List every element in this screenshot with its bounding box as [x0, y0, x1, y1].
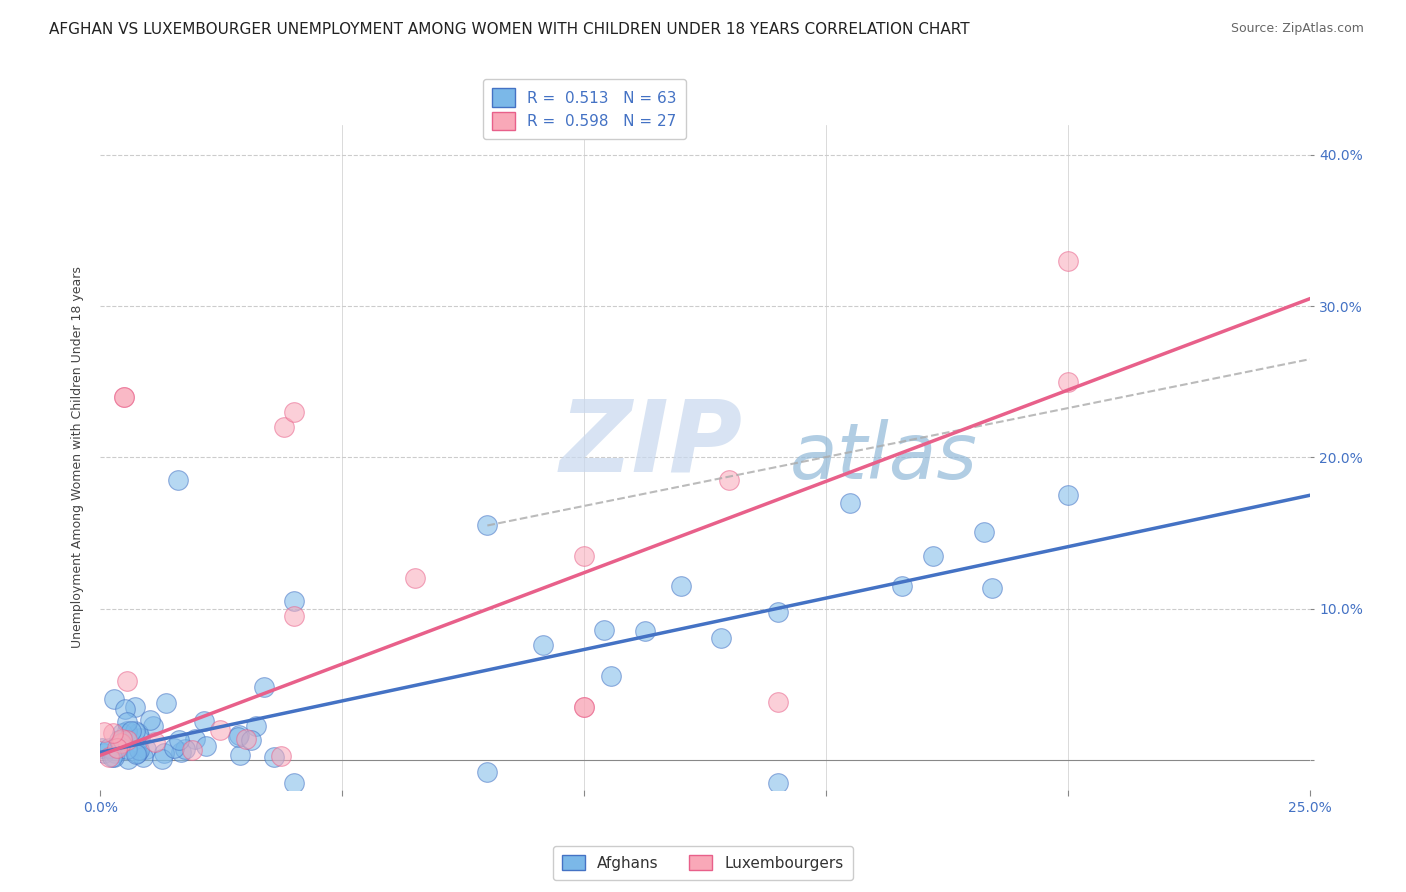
Legend: R =  0.513   N = 63, R =  0.598   N = 27: R = 0.513 N = 63, R = 0.598 N = 27	[482, 79, 686, 139]
Point	[100, 750, 122, 764]
Point	[1057, 488, 1080, 502]
Point	[108, 732, 131, 747]
Point	[111, 725, 134, 739]
Point	[152, 752, 174, 766]
Point	[477, 518, 499, 533]
Point	[135, 741, 157, 756]
Point	[112, 390, 135, 404]
Point	[120, 723, 142, 738]
Point	[766, 775, 789, 789]
Point	[115, 724, 138, 739]
Point	[634, 624, 657, 638]
Point	[104, 746, 127, 760]
Point	[129, 731, 152, 746]
Point	[111, 731, 134, 746]
Point	[170, 745, 193, 759]
Point	[245, 719, 267, 733]
Point	[108, 737, 131, 751]
Point	[110, 736, 132, 750]
Point	[839, 496, 862, 510]
Point	[263, 750, 285, 764]
Point	[105, 740, 128, 755]
Point	[572, 700, 595, 714]
Point	[143, 735, 166, 749]
Point	[208, 723, 231, 737]
Point	[477, 764, 499, 779]
Point	[239, 733, 262, 747]
Point	[766, 605, 789, 619]
Point	[404, 571, 426, 585]
Point	[103, 749, 125, 764]
Point	[766, 695, 789, 709]
Point	[273, 420, 295, 434]
Point	[229, 747, 252, 762]
Point	[103, 726, 125, 740]
Point	[125, 747, 148, 761]
Point	[132, 750, 155, 764]
Point	[115, 733, 138, 747]
Point	[93, 746, 115, 760]
Point	[167, 733, 190, 747]
Point	[600, 669, 623, 683]
Point	[114, 702, 136, 716]
Point	[166, 473, 188, 487]
Point	[125, 747, 148, 761]
Point	[710, 631, 733, 645]
Point	[592, 624, 614, 638]
Point	[572, 700, 595, 714]
Legend: Afghans, Luxembourgers: Afghans, Luxembourgers	[553, 846, 853, 880]
Point	[93, 724, 115, 739]
Point	[153, 746, 176, 760]
Point	[235, 731, 257, 746]
Point	[115, 714, 138, 729]
Point	[181, 743, 204, 757]
Point	[128, 743, 150, 757]
Point	[117, 742, 139, 756]
Point	[973, 524, 995, 539]
Point	[163, 741, 186, 756]
Point	[155, 697, 177, 711]
Point	[980, 581, 1002, 595]
Point	[138, 713, 160, 727]
Point	[194, 739, 217, 754]
Y-axis label: Unemployment Among Women with Children Under 18 years: Unemployment Among Women with Children U…	[72, 267, 84, 648]
Point	[97, 749, 120, 764]
Text: atlas: atlas	[790, 419, 977, 495]
Point	[90, 741, 112, 756]
Text: Source: ZipAtlas.com: Source: ZipAtlas.com	[1230, 22, 1364, 36]
Point	[922, 549, 945, 564]
Point	[117, 752, 139, 766]
Point	[283, 775, 305, 789]
Point	[890, 579, 912, 593]
Point	[112, 390, 135, 404]
Point	[270, 748, 292, 763]
Point	[193, 714, 215, 728]
Point	[103, 692, 125, 706]
Point	[174, 741, 197, 756]
Point	[226, 730, 249, 744]
Point	[124, 723, 146, 738]
Point	[115, 673, 138, 688]
Point	[283, 609, 305, 624]
Point	[572, 549, 595, 563]
Point	[1057, 375, 1080, 389]
Point	[1057, 253, 1080, 268]
Text: AFGHAN VS LUXEMBOURGER UNEMPLOYMENT AMONG WOMEN WITH CHILDREN UNDER 18 YEARS COR: AFGHAN VS LUXEMBOURGER UNEMPLOYMENT AMON…	[49, 22, 970, 37]
Point	[283, 405, 305, 419]
Point	[228, 728, 250, 742]
Point	[97, 740, 120, 755]
Text: ZIP: ZIP	[560, 396, 742, 492]
Point	[283, 594, 305, 608]
Point	[669, 579, 692, 593]
Point	[127, 726, 149, 740]
Point	[253, 680, 276, 694]
Point	[124, 700, 146, 714]
Point	[718, 473, 741, 487]
Point	[142, 719, 165, 733]
Point	[531, 638, 554, 652]
Point	[184, 732, 207, 747]
